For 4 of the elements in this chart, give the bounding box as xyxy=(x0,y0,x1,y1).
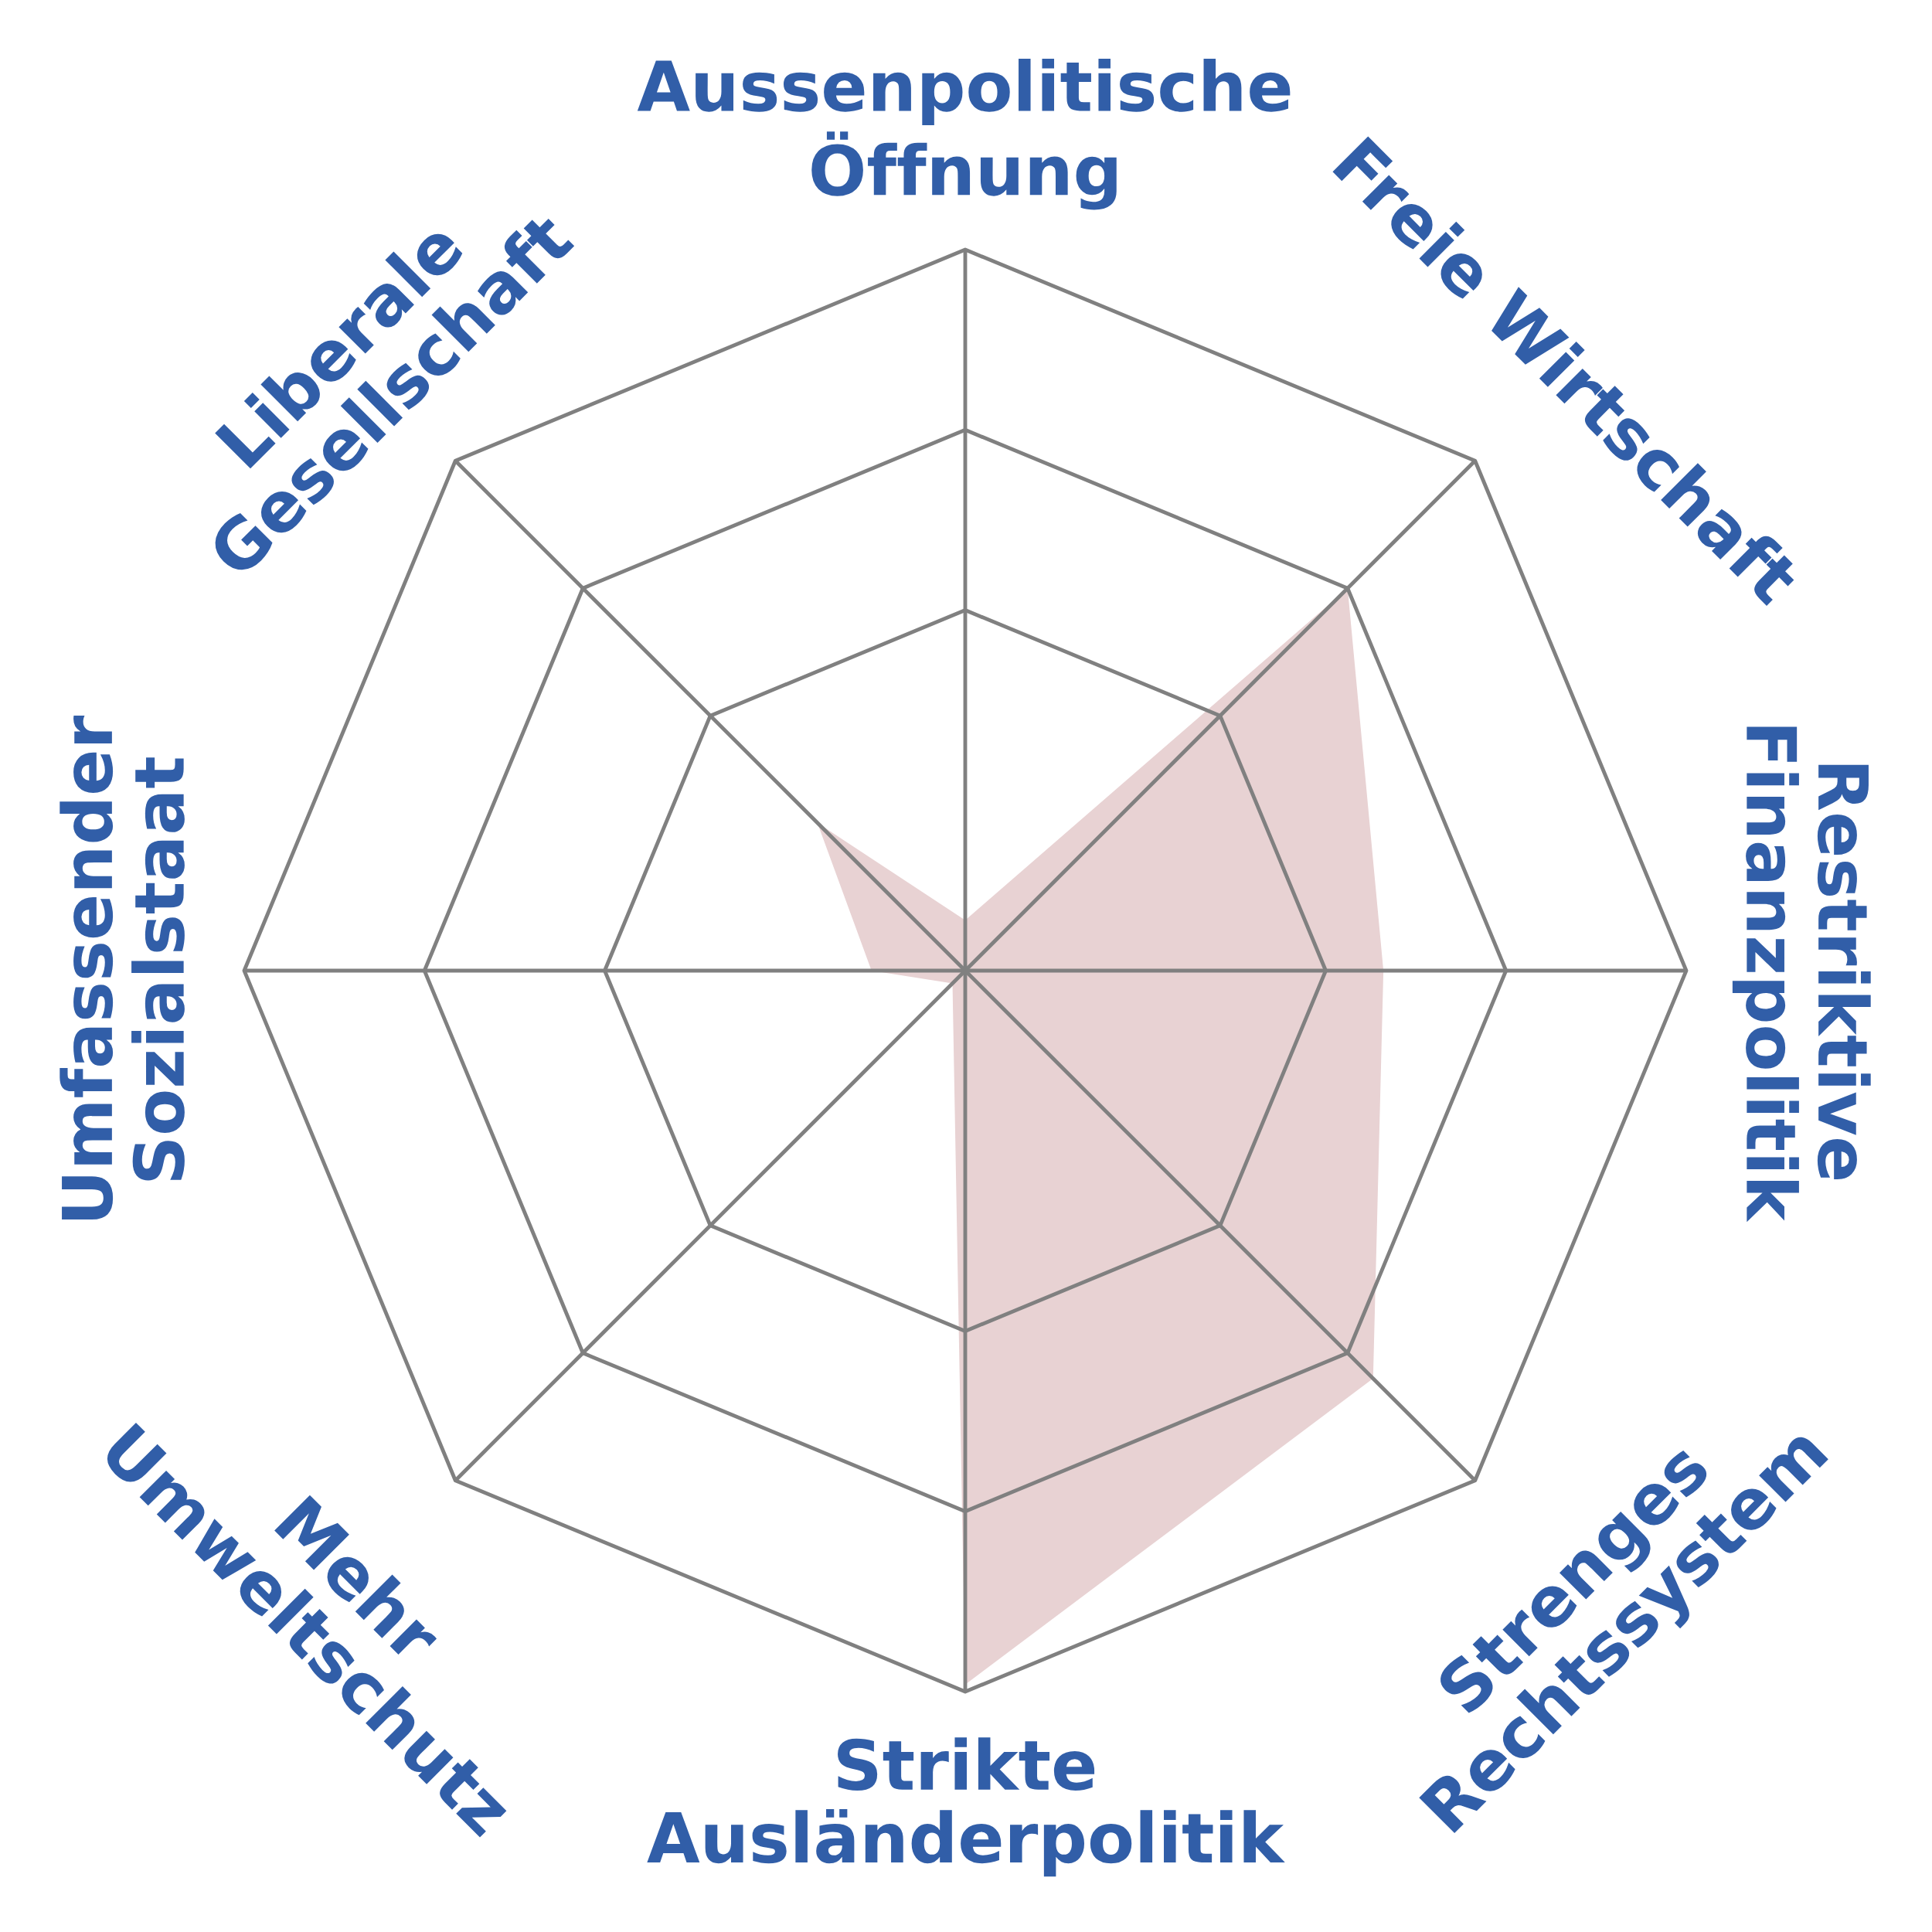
spoke-label: Umfassender Sozialstaat xyxy=(60,715,185,1220)
spoke-label: Strikte Ausländerpolitik xyxy=(647,1737,1285,1877)
spoke-label: Restriktive Finanzpolitik xyxy=(1732,726,1871,1223)
spoke-label: Aussenpolitische Öffnung xyxy=(637,58,1291,210)
